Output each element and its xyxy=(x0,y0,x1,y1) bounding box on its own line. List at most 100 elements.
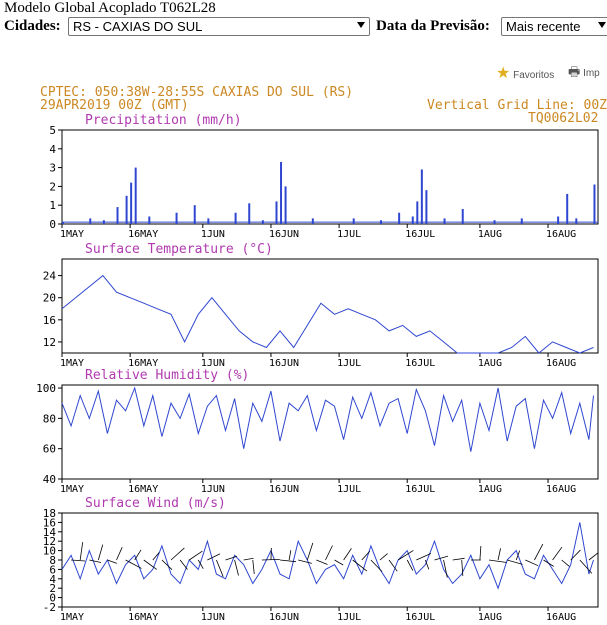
panel-frame xyxy=(61,129,599,225)
precip-bar xyxy=(134,167,137,224)
precip-bar xyxy=(425,190,428,224)
y-tick-label: 14 xyxy=(43,526,57,539)
y-tick-label: 18 xyxy=(43,507,56,520)
y-tick-label: 3 xyxy=(49,162,56,175)
wind-vector xyxy=(406,559,414,571)
precip-bar xyxy=(280,161,283,224)
wind-vector xyxy=(425,559,430,570)
y-tick-label: 2 xyxy=(49,582,56,595)
precip-bar xyxy=(593,184,596,224)
y-tick-label: 4 xyxy=(49,573,56,586)
precip-bar xyxy=(411,216,414,224)
wind-vector xyxy=(152,552,160,561)
precip-bar xyxy=(352,218,355,224)
x-tick-label: 1JUN xyxy=(201,612,225,623)
x-tick-label: 16JUL xyxy=(405,229,435,240)
city-select-value: RS - CAXIAS DO SUL xyxy=(73,19,203,34)
panel-title: Surface Temperature (°C) xyxy=(85,242,273,257)
x-tick-label: 16JUN xyxy=(269,229,299,240)
wind-vector xyxy=(370,559,383,572)
precip-bar xyxy=(89,218,92,224)
y-tick-label: 16 xyxy=(43,516,56,529)
city-select[interactable]: RS - CAXIAS DO SUL xyxy=(68,17,370,36)
wind-vector xyxy=(252,559,255,574)
x-tick-label: 16MAY xyxy=(128,229,158,240)
star-icon: ★ xyxy=(496,65,511,82)
series-line xyxy=(61,274,594,354)
x-tick-label: 16JUL xyxy=(405,358,435,369)
x-tick-label: 16AUG xyxy=(546,612,576,623)
x-tick-label: 16MAY xyxy=(128,484,158,495)
precip-bar xyxy=(62,222,64,224)
y-tick-label: 2 xyxy=(49,180,56,193)
x-tick-label: 1MAY xyxy=(60,612,84,623)
y-tick-label: 6 xyxy=(49,563,56,576)
wind-vector xyxy=(461,559,464,576)
x-tick-label: 16AUG xyxy=(546,484,576,495)
x-tick-label: 1MAY xyxy=(60,484,84,495)
x-tick-label: 1JUL xyxy=(337,358,361,369)
wind-vector xyxy=(298,559,312,564)
y-tick-label: 0 xyxy=(49,592,56,605)
y-tick-label: 8 xyxy=(49,554,56,567)
wind-vector xyxy=(361,550,371,561)
wind-vector xyxy=(543,559,554,567)
x-tick-label: 1JUL xyxy=(337,484,361,495)
date-label: Data da Previsão: xyxy=(376,18,490,34)
x-tick-label: 16AUG xyxy=(546,358,576,369)
precip-bar xyxy=(566,193,569,224)
header-org-line: CPTEC: 050:38W-28:55S CAXIAS DO SUL (RS) xyxy=(40,85,353,100)
wind-vector xyxy=(579,559,593,574)
wind-vector xyxy=(288,550,292,561)
wind-vector xyxy=(197,559,204,569)
wind-vector xyxy=(116,547,123,561)
wind-vector xyxy=(588,552,599,561)
precip-bar xyxy=(130,182,133,224)
y-tick-label: 24 xyxy=(43,270,57,283)
chevron-down-icon xyxy=(598,22,606,28)
precip-bar xyxy=(275,201,278,224)
wind-vector xyxy=(525,559,539,567)
print-label: Imp xyxy=(583,68,600,79)
precip-bar xyxy=(193,205,196,224)
header-model-code: TQ0062L02 xyxy=(528,111,598,126)
x-tick-label: 16JUN xyxy=(269,612,299,623)
wind-vector xyxy=(225,555,238,561)
x-tick-label: 16MAY xyxy=(128,358,158,369)
wind-vector xyxy=(143,559,157,570)
x-tick-label: 1JUN xyxy=(201,229,225,240)
y-tick-label: -2 xyxy=(43,601,56,614)
wind-vector xyxy=(479,546,482,561)
precip-bar xyxy=(575,218,578,224)
wind-vector xyxy=(125,559,142,569)
favorites-link[interactable]: ★ Favoritos xyxy=(496,63,554,83)
x-tick-label: 16JUL xyxy=(405,612,435,623)
x-tick-label: 16JUN xyxy=(269,484,299,495)
precip-bar xyxy=(461,208,464,224)
y-tick-label: 4 xyxy=(49,143,56,156)
wind-vector xyxy=(71,559,86,562)
y-tick-label: 80 xyxy=(43,412,56,425)
precip-bar xyxy=(125,195,128,224)
y-tick-label: 12 xyxy=(43,535,56,548)
x-tick-label: 1JUN xyxy=(201,358,225,369)
precip-bar xyxy=(420,169,423,224)
wind-vector xyxy=(397,550,414,561)
wind-vector xyxy=(216,559,224,577)
print-link[interactable]: 🖶 Imp xyxy=(568,63,600,85)
wind-vector xyxy=(97,544,104,561)
panel-title: Surface Wind (m/s) xyxy=(85,496,226,511)
wind-vector xyxy=(388,559,398,572)
x-tick-label: 16JUN xyxy=(269,358,299,369)
wind-vector xyxy=(234,559,239,576)
meteogram: CPTEC: 050:38W-28:55S CAXIAS DO SUL (RS)… xyxy=(36,85,607,623)
wind-vector xyxy=(515,550,521,561)
y-tick-label: 20 xyxy=(43,292,56,305)
x-tick-label: 1JUL xyxy=(337,612,361,623)
date-select[interactable]: Mais recente xyxy=(501,17,607,36)
printer-icon: 🖶 xyxy=(568,64,581,79)
y-tick-label: 16 xyxy=(43,314,56,327)
x-tick-label: 1JUN xyxy=(201,484,225,495)
precip-bar xyxy=(311,218,314,224)
wind-vector xyxy=(452,557,465,561)
